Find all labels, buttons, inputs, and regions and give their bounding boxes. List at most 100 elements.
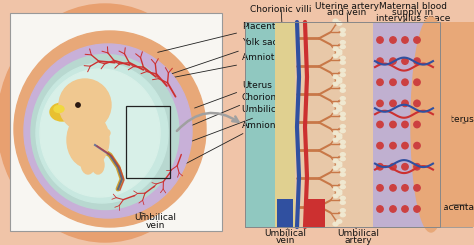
Ellipse shape (337, 220, 342, 223)
Ellipse shape (340, 56, 345, 60)
Text: Amnion: Amnion (171, 121, 276, 172)
Bar (373, 22, 433, 227)
Text: Umbilical: Umbilical (134, 212, 176, 221)
Circle shape (377, 206, 383, 212)
Circle shape (414, 79, 420, 86)
Text: Chorion: Chorion (191, 93, 277, 126)
Ellipse shape (333, 103, 338, 107)
Ellipse shape (333, 194, 338, 198)
Bar (277, 199, 293, 227)
Ellipse shape (340, 153, 345, 156)
Ellipse shape (337, 136, 342, 139)
Ellipse shape (333, 75, 338, 79)
Ellipse shape (337, 52, 342, 55)
Ellipse shape (340, 45, 345, 49)
Bar (245, 22, 472, 227)
Text: Umbilical cord: Umbilical cord (157, 106, 307, 154)
Ellipse shape (92, 156, 104, 174)
Ellipse shape (340, 101, 345, 105)
Ellipse shape (24, 44, 192, 218)
Ellipse shape (340, 209, 345, 212)
Circle shape (414, 206, 420, 212)
Circle shape (414, 100, 420, 107)
Ellipse shape (340, 33, 345, 36)
Ellipse shape (337, 190, 342, 193)
Ellipse shape (333, 131, 338, 135)
Ellipse shape (340, 201, 345, 204)
Ellipse shape (340, 69, 345, 72)
Circle shape (377, 37, 383, 43)
Ellipse shape (340, 213, 345, 217)
Circle shape (402, 58, 408, 64)
Circle shape (390, 37, 396, 43)
Text: vein: vein (146, 220, 164, 230)
Text: Amniotic fluid: Amniotic fluid (163, 53, 305, 79)
Circle shape (377, 79, 383, 86)
Ellipse shape (340, 61, 345, 64)
Ellipse shape (340, 168, 345, 172)
Circle shape (414, 142, 420, 149)
Ellipse shape (340, 84, 345, 88)
Text: Chorionic villi: Chorionic villi (250, 5, 312, 14)
Circle shape (390, 79, 396, 86)
Ellipse shape (81, 152, 95, 174)
Ellipse shape (333, 82, 338, 86)
Circle shape (402, 100, 408, 107)
Text: Maternal blood: Maternal blood (379, 2, 447, 11)
Text: supply in: supply in (392, 8, 434, 17)
Ellipse shape (337, 108, 342, 111)
Circle shape (390, 206, 396, 212)
Ellipse shape (333, 19, 338, 23)
Ellipse shape (31, 54, 179, 209)
Ellipse shape (333, 166, 338, 170)
Bar (307, 199, 325, 227)
Ellipse shape (337, 134, 342, 137)
Ellipse shape (340, 181, 345, 184)
Circle shape (402, 121, 408, 128)
Circle shape (402, 142, 408, 149)
Circle shape (402, 206, 408, 212)
Circle shape (414, 185, 420, 191)
Circle shape (402, 79, 408, 86)
Ellipse shape (337, 78, 342, 81)
Ellipse shape (36, 63, 168, 203)
Ellipse shape (340, 129, 345, 133)
Ellipse shape (337, 22, 342, 25)
Text: — Uterus: — Uterus (432, 115, 474, 124)
Text: Yolk sack: Yolk sack (64, 38, 283, 110)
Circle shape (59, 79, 111, 131)
Ellipse shape (340, 157, 345, 161)
Circle shape (377, 142, 383, 149)
Ellipse shape (340, 185, 345, 189)
Text: and vein: and vein (328, 8, 366, 17)
Ellipse shape (333, 138, 338, 142)
Text: vein: vein (275, 235, 295, 245)
Circle shape (390, 100, 396, 107)
Ellipse shape (337, 192, 342, 195)
Circle shape (414, 121, 420, 128)
Ellipse shape (337, 80, 342, 83)
Ellipse shape (337, 106, 342, 109)
Ellipse shape (333, 110, 338, 114)
Circle shape (402, 185, 408, 191)
Circle shape (390, 142, 396, 149)
Text: Placenta: Placenta (435, 203, 474, 211)
Circle shape (377, 121, 383, 128)
Ellipse shape (340, 196, 345, 200)
Ellipse shape (340, 117, 345, 120)
Ellipse shape (14, 31, 206, 227)
Bar (295, 22, 375, 227)
Ellipse shape (72, 105, 88, 119)
Text: Uterus: Uterus (195, 81, 272, 108)
Circle shape (377, 185, 383, 191)
Ellipse shape (340, 145, 345, 148)
Ellipse shape (50, 103, 74, 121)
Ellipse shape (340, 112, 345, 116)
Ellipse shape (340, 89, 345, 92)
Circle shape (377, 58, 383, 64)
Ellipse shape (0, 4, 212, 242)
Circle shape (76, 103, 80, 107)
Circle shape (390, 121, 396, 128)
Ellipse shape (333, 159, 338, 163)
Bar (431, 22, 474, 227)
